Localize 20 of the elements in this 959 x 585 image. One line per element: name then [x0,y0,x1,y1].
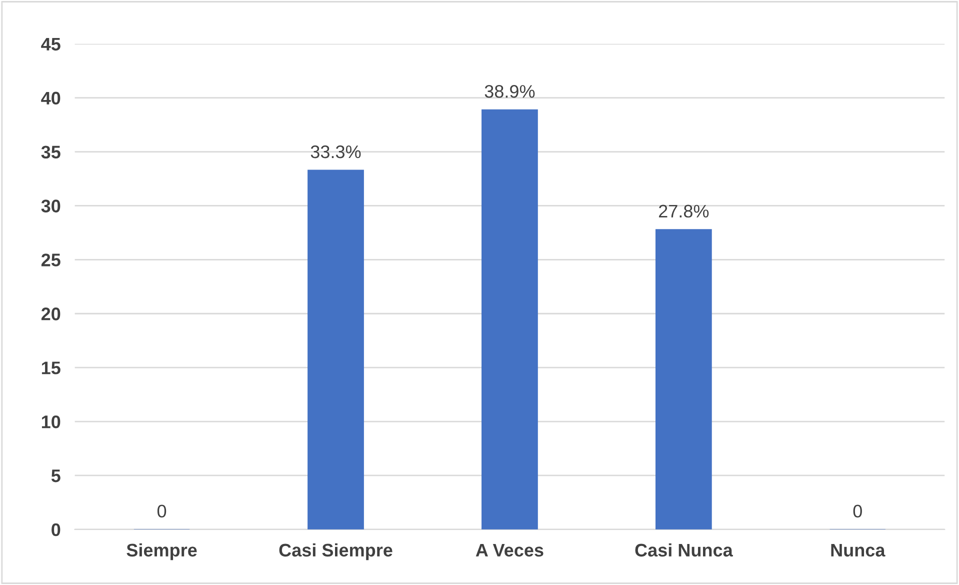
y-tick-label: 30 [41,200,60,212]
y-tick-label: 45 [41,38,60,51]
y-tick-label: 20 [41,308,60,320]
data-label: 0 [157,504,166,518]
y-tick-label: 0 [52,523,60,536]
y-tick-label: 10 [42,415,60,428]
y-tick-label: 15 [42,362,60,374]
data-label: 38.9% [484,85,535,98]
y-tick-label: 40 [41,92,60,105]
y-tick-label: 5 [51,470,60,482]
x-tick-label: Siempre [126,543,197,560]
y-tick-label: 25 [41,254,60,266]
x-tick-label: Casi Siempre [279,543,392,560]
data-label: 0 [853,504,862,518]
x-tick-label: A Veces [476,544,544,557]
data-label: 33.3% [310,145,361,158]
x-tick-label: Casi Nunca [635,543,733,557]
y-tick-label: 35 [41,146,60,159]
x-tick-label: Nunca [831,544,886,557]
data-label: 27.8% [658,204,709,218]
